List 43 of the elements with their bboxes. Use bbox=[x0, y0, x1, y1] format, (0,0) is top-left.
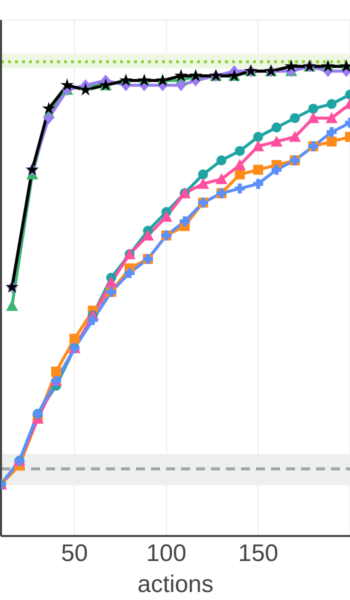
point bbox=[174, 68, 188, 82]
point bbox=[326, 127, 337, 138]
point bbox=[105, 276, 118, 288]
x-tick-label: 50 bbox=[61, 540, 88, 568]
point bbox=[288, 130, 301, 142]
point bbox=[160, 210, 172, 222]
point bbox=[253, 178, 264, 189]
point bbox=[60, 78, 74, 91]
point bbox=[180, 216, 190, 226]
point bbox=[326, 136, 337, 147]
point bbox=[234, 169, 245, 180]
point bbox=[124, 268, 135, 278]
point bbox=[88, 315, 98, 325]
point bbox=[176, 79, 186, 92]
point bbox=[253, 132, 264, 142]
point bbox=[326, 99, 337, 109]
point bbox=[234, 159, 246, 170]
x-tick-label: 150 bbox=[238, 540, 278, 568]
point bbox=[290, 113, 300, 124]
point bbox=[42, 102, 56, 114]
point bbox=[252, 140, 264, 152]
point bbox=[234, 146, 245, 156]
point bbox=[6, 300, 18, 311]
point bbox=[51, 366, 62, 377]
point bbox=[270, 136, 283, 147]
point bbox=[216, 155, 226, 166]
point bbox=[272, 164, 282, 175]
x-axis-title: actions bbox=[137, 571, 214, 598]
point bbox=[307, 112, 320, 124]
point bbox=[78, 82, 92, 96]
point bbox=[234, 184, 245, 194]
point bbox=[253, 164, 264, 175]
point bbox=[142, 229, 154, 240]
point bbox=[308, 104, 318, 114]
point bbox=[215, 173, 228, 184]
point bbox=[326, 112, 338, 124]
point bbox=[69, 334, 80, 344]
point bbox=[44, 112, 54, 124]
point bbox=[198, 169, 208, 180]
point bbox=[197, 178, 210, 189]
point bbox=[284, 59, 298, 72]
x-tick-label: 100 bbox=[146, 540, 186, 568]
point bbox=[272, 122, 282, 132]
